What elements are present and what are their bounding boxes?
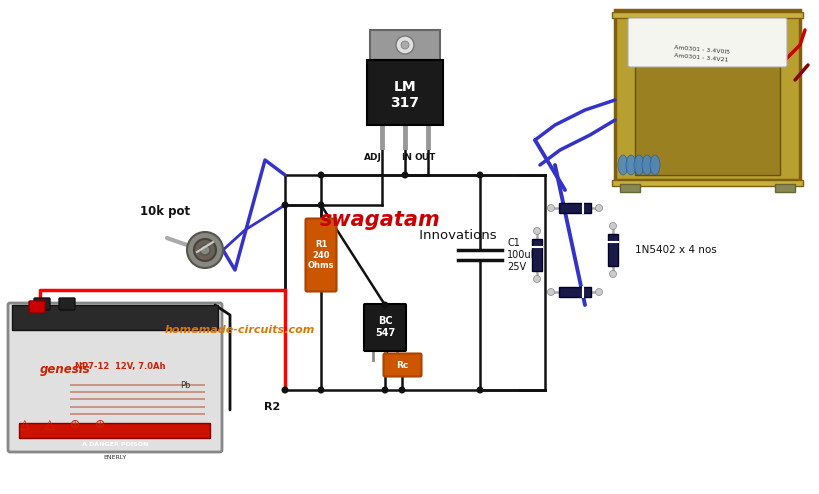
Bar	[612, 180, 803, 186]
Circle shape	[401, 41, 409, 49]
Text: ⊕: ⊕	[70, 418, 80, 431]
Circle shape	[282, 202, 288, 208]
Circle shape	[533, 228, 541, 235]
Ellipse shape	[187, 232, 223, 268]
FancyBboxPatch shape	[305, 218, 337, 291]
Circle shape	[318, 171, 324, 178]
FancyBboxPatch shape	[8, 303, 222, 452]
Circle shape	[547, 288, 554, 295]
FancyBboxPatch shape	[59, 298, 75, 310]
Text: 1N5402 x 4 nos: 1N5402 x 4 nos	[635, 245, 717, 255]
Polygon shape	[559, 287, 591, 297]
Bar	[70, 399, 205, 400]
Text: Innovations: Innovations	[415, 229, 496, 242]
Text: OUT: OUT	[414, 153, 436, 162]
Polygon shape	[367, 60, 443, 125]
Circle shape	[399, 386, 405, 394]
Ellipse shape	[634, 155, 644, 175]
Ellipse shape	[650, 155, 660, 175]
Circle shape	[595, 205, 603, 211]
Ellipse shape	[200, 245, 210, 255]
Text: Am0301 - 3.4V0l5
Am0301 - 3.4V21: Am0301 - 3.4V0l5 Am0301 - 3.4V21	[673, 45, 731, 63]
FancyBboxPatch shape	[383, 354, 422, 376]
Circle shape	[382, 301, 388, 308]
Circle shape	[533, 276, 541, 283]
Text: Rc: Rc	[396, 361, 408, 370]
Polygon shape	[532, 239, 542, 271]
Circle shape	[547, 205, 554, 211]
Circle shape	[477, 386, 483, 394]
Bar	[70, 413, 205, 415]
Text: ⊕: ⊕	[95, 418, 106, 431]
Text: swagatam: swagatam	[320, 210, 441, 230]
Text: △: △	[20, 418, 29, 431]
FancyBboxPatch shape	[34, 298, 50, 310]
Bar	[70, 384, 205, 386]
Bar	[612, 12, 803, 18]
Text: homemade-circuits.com: homemade-circuits.com	[165, 325, 315, 335]
Bar	[70, 392, 205, 393]
Text: 10k pot: 10k pot	[140, 205, 190, 218]
FancyBboxPatch shape	[628, 18, 787, 67]
Bar	[775, 184, 795, 192]
Ellipse shape	[626, 155, 636, 175]
Polygon shape	[608, 234, 618, 266]
Bar	[12, 305, 218, 330]
Text: △: △	[45, 418, 55, 431]
Bar	[70, 407, 205, 408]
Circle shape	[477, 171, 483, 178]
Polygon shape	[559, 203, 591, 213]
Circle shape	[382, 386, 388, 394]
FancyBboxPatch shape	[615, 10, 800, 180]
FancyBboxPatch shape	[364, 304, 406, 351]
Ellipse shape	[618, 155, 628, 175]
Text: LM
317: LM 317	[391, 80, 419, 110]
FancyBboxPatch shape	[20, 423, 210, 439]
Ellipse shape	[642, 155, 652, 175]
Circle shape	[609, 271, 617, 278]
Bar	[620, 184, 640, 192]
Text: genesis: genesis	[40, 364, 91, 376]
Text: C1
100uF
25V: C1 100uF 25V	[507, 239, 537, 272]
Circle shape	[401, 171, 409, 178]
Circle shape	[282, 202, 288, 208]
Circle shape	[609, 222, 617, 230]
Text: BC
547: BC 547	[375, 316, 395, 338]
Ellipse shape	[194, 239, 216, 261]
Text: ENERLY: ENERLY	[103, 455, 127, 460]
Circle shape	[282, 386, 288, 394]
Circle shape	[396, 36, 414, 54]
Circle shape	[595, 288, 603, 295]
Text: A DANGER POISON: A DANGER POISON	[82, 443, 148, 448]
Circle shape	[318, 386, 324, 394]
Text: NP7-12  12V, 7.0Ah: NP7-12 12V, 7.0Ah	[75, 363, 165, 371]
Circle shape	[318, 202, 324, 208]
Bar	[635, 25, 780, 175]
Polygon shape	[370, 30, 440, 60]
Text: R2: R2	[264, 402, 280, 412]
Text: R1
240
Ohms: R1 240 Ohms	[308, 240, 334, 270]
Text: Pb: Pb	[179, 380, 190, 389]
Text: ADJ: ADJ	[364, 153, 382, 162]
Text: IN: IN	[401, 153, 413, 162]
FancyBboxPatch shape	[29, 301, 45, 313]
